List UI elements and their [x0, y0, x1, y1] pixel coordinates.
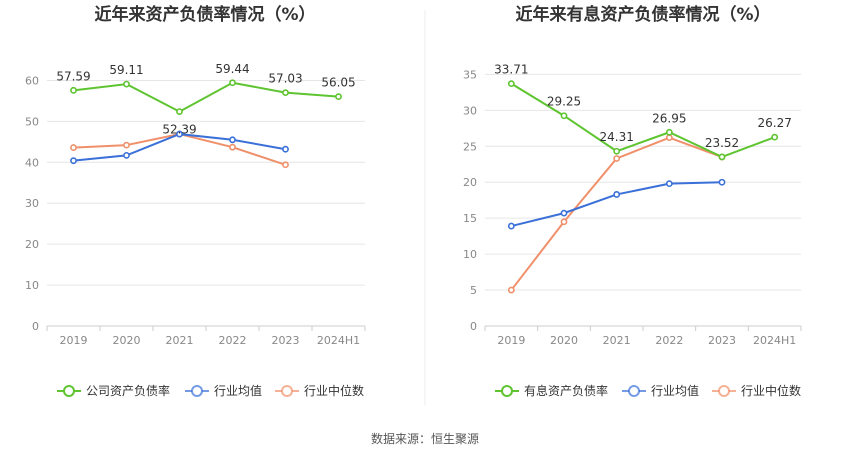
data-label: 52.39: [162, 123, 196, 137]
data-point[interactable]: [282, 89, 289, 97]
data-point[interactable]: [613, 155, 621, 162]
data-point[interactable]: [335, 93, 342, 101]
data-point[interactable]: [718, 178, 726, 186]
data-point[interactable]: [229, 136, 236, 144]
data-label: 57.59: [56, 69, 90, 83]
y-tick-label: 20: [463, 176, 477, 189]
y-tick-label: 50: [25, 115, 39, 128]
data-point[interactable]: [229, 143, 236, 151]
legend-item-1[interactable]: 行业均值: [185, 383, 262, 398]
data-point[interactable]: [665, 134, 673, 142]
x-tick-label: 2020: [550, 334, 578, 347]
series-line-2: [73, 133, 286, 166]
data-point[interactable]: [665, 180, 673, 188]
x-tick-label: 2022: [655, 334, 683, 347]
legend-marker: [281, 385, 293, 397]
data-point[interactable]: [282, 145, 289, 153]
x-tick-label: 2020: [113, 334, 141, 347]
data-point[interactable]: [176, 108, 183, 116]
y-tick-label: 40: [25, 156, 39, 169]
series-line-0: [510, 82, 776, 158]
legend-label: 有息资产负债率: [524, 383, 608, 398]
data-label: 59.44: [215, 62, 249, 76]
legend-item-2[interactable]: 行业中位数: [275, 383, 364, 398]
data-label: 26.95: [652, 111, 686, 125]
data-label: 57.03: [268, 72, 302, 86]
data-label: 26.27: [757, 116, 791, 130]
x-tick-label: 2019: [497, 334, 525, 347]
legend-label: 行业均值: [651, 383, 699, 398]
y-tick-label: 30: [25, 197, 39, 210]
x-tick-label: 2021: [603, 334, 631, 347]
data-label: 23.52: [705, 136, 739, 150]
data-point[interactable]: [123, 151, 130, 159]
data-point[interactable]: [282, 161, 289, 169]
data-point[interactable]: [70, 144, 77, 151]
legend-label: 公司资产负债率: [86, 383, 170, 398]
y-tick-label: 5: [470, 284, 477, 297]
data-point[interactable]: [507, 80, 515, 88]
x-tick-label: 2023: [708, 334, 736, 347]
data-label: 33.71: [494, 63, 528, 77]
y-tick-label: 0: [470, 320, 477, 333]
data-point[interactable]: [771, 133, 779, 141]
x-tick-label: 2019: [60, 334, 88, 347]
data-point[interactable]: [70, 157, 77, 165]
x-tick-label: 2024H1: [317, 334, 360, 347]
data-source: 数据来源：恒生聚源: [371, 431, 479, 446]
data-point[interactable]: [123, 80, 130, 88]
chart-panel-interest-debt-ratio: 近年来有息资产负债率情况（%） 0 5 10 15 20 25 30 35 2019 2020 202…: [463, 4, 802, 398]
data-point[interactable]: [560, 209, 568, 217]
data-label: 29.25: [547, 95, 581, 109]
y-tick-label: 20: [25, 238, 39, 251]
x-tick-label: 2022: [219, 334, 247, 347]
legend-marker: [628, 385, 640, 397]
data-point[interactable]: [560, 218, 568, 226]
legend-label: 行业均值: [214, 383, 262, 398]
y-tick-label: 10: [463, 248, 477, 261]
legend-marker: [718, 385, 730, 397]
y-tick-label: 15: [463, 212, 477, 225]
data-label: 59.11: [109, 63, 143, 77]
legend-marker: [191, 385, 203, 397]
x-tick-label: 2023: [272, 334, 300, 347]
legend-marker: [501, 385, 513, 397]
data-label: 24.31: [599, 130, 633, 144]
data-point[interactable]: [507, 286, 515, 294]
y-tick-label: 0: [32, 320, 39, 333]
legend-item-0[interactable]: 有息资产负债率: [495, 383, 608, 398]
series-line-1: [73, 133, 286, 162]
y-tick-label: 10: [25, 279, 39, 292]
series-line-1: [511, 181, 723, 228]
legend-item-2[interactable]: 行业中位数: [712, 383, 801, 398]
data-point[interactable]: [229, 79, 236, 87]
data-point[interactable]: [613, 191, 621, 198]
data-label: 56.05: [321, 76, 355, 90]
data-point[interactable]: [718, 153, 726, 161]
data-point[interactable]: [665, 128, 673, 136]
chart-title: 近年来资产负债率情况（%）: [94, 4, 315, 25]
y-tick-label: 30: [463, 104, 477, 117]
x-tick-label: 2024H1: [753, 334, 796, 347]
data-point[interactable]: [123, 141, 130, 149]
chart-panel-debt-ratio: 近年来资产负债率情况（%） 0 10 20 30 40 50 60 2019 2020 2021 20…: [25, 4, 366, 398]
x-tick-label: 2021: [166, 334, 194, 347]
legend-marker: [63, 385, 75, 397]
legend-label: 行业中位数: [304, 383, 364, 398]
legend-item-0[interactable]: 公司资产负债率: [57, 383, 170, 398]
data-point[interactable]: [560, 112, 568, 120]
y-tick-label: 60: [25, 74, 39, 87]
data-point[interactable]: [176, 130, 183, 138]
legend-label: 行业中位数: [741, 383, 801, 398]
data-point[interactable]: [613, 147, 621, 155]
y-tick-label: 35: [463, 68, 477, 81]
y-tick-label: 25: [463, 140, 477, 153]
series-line-0: [73, 81, 339, 113]
data-point[interactable]: [70, 86, 77, 94]
data-point[interactable]: [507, 222, 515, 230]
legend-item-1[interactable]: 行业均值: [622, 383, 699, 398]
chart-title: 近年来有息资产负债率情况（%）: [515, 4, 770, 25]
